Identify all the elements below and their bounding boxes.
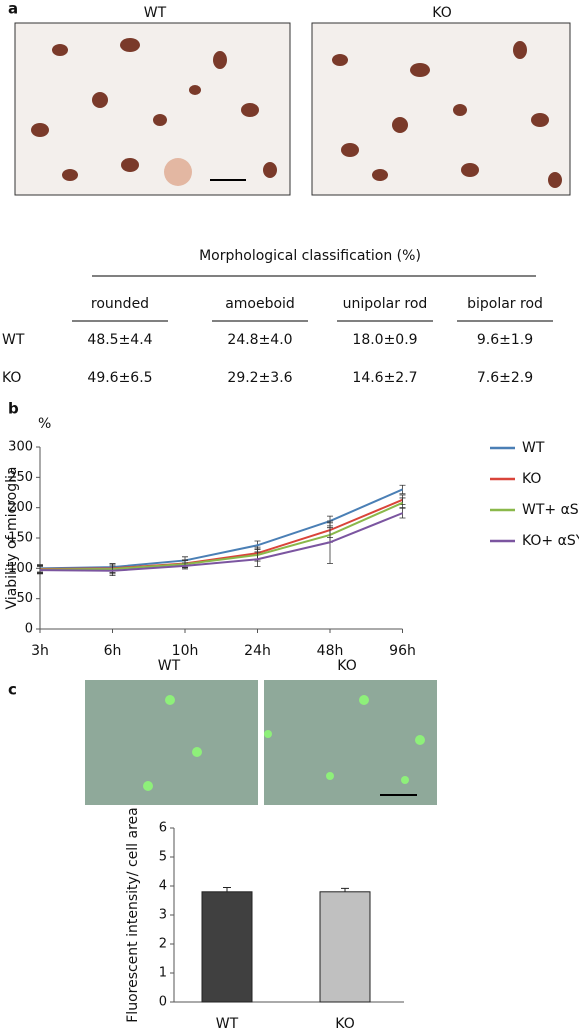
- y-tick-label: 5: [159, 850, 167, 865]
- image-label: WT: [144, 5, 167, 21]
- y-tick-label: 1: [159, 966, 167, 981]
- legend-label: KO+ αSYN: [522, 533, 579, 549]
- y-unit: %: [38, 416, 51, 432]
- x-tick-label: 10h: [172, 643, 199, 659]
- cell: 9.6±1.9: [477, 332, 533, 348]
- image-label: WT: [158, 658, 181, 674]
- legend-label: WT+ αSYN: [522, 502, 579, 518]
- error-bar: [37, 566, 43, 575]
- column-header: amoeboid: [225, 296, 295, 312]
- cell: 14.6±2.7: [352, 370, 417, 386]
- column-header: rounded: [91, 296, 149, 312]
- bar: [319, 891, 371, 1003]
- error-bar: [399, 507, 406, 519]
- cell: 48.5±4.4: [87, 332, 152, 348]
- y-tick-label: 3: [159, 908, 167, 923]
- x-tick-label: 6h: [104, 643, 122, 659]
- error-bar: [223, 886, 231, 892]
- x-tick-label: WT: [216, 1016, 239, 1032]
- y-axis-label: Fluorescent intensity/ cell area: [125, 807, 141, 1022]
- y-tick-label: 4: [159, 879, 167, 894]
- image-label: KO: [337, 658, 356, 674]
- bar-chart: 0 1 2 3 4 5 6 Fluorescent intensity/ cell area W…: [125, 807, 404, 1032]
- table-title: Morphological classification (%): [199, 248, 421, 264]
- legend-label: KO: [522, 471, 541, 487]
- series-line: [39, 501, 403, 571]
- y-tick-label: 0: [25, 622, 33, 637]
- cell: 18.0±0.9: [352, 332, 417, 348]
- panel-label: b: [8, 400, 19, 418]
- cell: 7.6±2.9: [477, 370, 533, 386]
- x-tick-label: 48h: [317, 643, 344, 659]
- cell: 49.6±6.5: [87, 370, 152, 386]
- y-tick-label: 2: [159, 937, 167, 952]
- y-tick-label: 300: [8, 440, 33, 455]
- series-line: [39, 488, 403, 570]
- row-label: WT: [2, 332, 25, 348]
- y-tick-label: 0: [159, 995, 167, 1010]
- y-tick-label: 250: [8, 470, 33, 485]
- cell: 29.2±3.6: [227, 370, 292, 386]
- legend-label: WT: [522, 440, 545, 456]
- x-tick-label: 24h: [244, 643, 271, 659]
- error-bar: [341, 887, 349, 892]
- column-header: unipolar rod: [343, 296, 428, 312]
- table: rounded amoeboid unipolar rod bipolar rod WT…: [2, 296, 553, 386]
- fluorescence-image: [85, 680, 437, 805]
- x-tick-label: KO: [335, 1016, 354, 1032]
- micrograph: [14, 22, 571, 196]
- series-line: [39, 512, 403, 572]
- cell: 24.8±4.0: [227, 332, 292, 348]
- line-chart: 0 50 100 150 200 250 300 Viability of microglia…: [4, 416, 579, 659]
- y-tick-label: 150: [8, 531, 33, 546]
- y-tick-label: 100: [8, 561, 33, 576]
- y-tick-label: 50: [16, 591, 33, 606]
- panel-label: a: [8, 0, 18, 18]
- bar: [201, 891, 253, 1003]
- y-axis-label: Viability of microglia: [4, 467, 20, 610]
- panel-label: c: [8, 681, 17, 699]
- x-tick-label: 3h: [31, 643, 49, 659]
- image-label: KO: [432, 5, 451, 21]
- y-tick-label: 6: [159, 821, 167, 836]
- x-tick-label: 96h: [389, 643, 416, 659]
- error-bar: [399, 484, 406, 495]
- row-label: KO: [2, 370, 21, 386]
- y-tick-label: 200: [8, 500, 33, 515]
- column-header: bipolar rod: [467, 296, 543, 312]
